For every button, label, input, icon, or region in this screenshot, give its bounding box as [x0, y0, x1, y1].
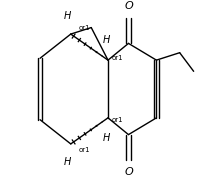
Text: O: O [124, 1, 133, 11]
Text: or1: or1 [78, 146, 90, 153]
Text: H: H [63, 11, 71, 21]
Text: O: O [124, 167, 133, 177]
Text: H: H [63, 157, 71, 167]
Text: H: H [102, 35, 110, 45]
Text: or1: or1 [78, 25, 90, 32]
Text: H: H [102, 133, 110, 143]
Text: or1: or1 [112, 55, 123, 61]
Text: or1: or1 [112, 117, 123, 123]
